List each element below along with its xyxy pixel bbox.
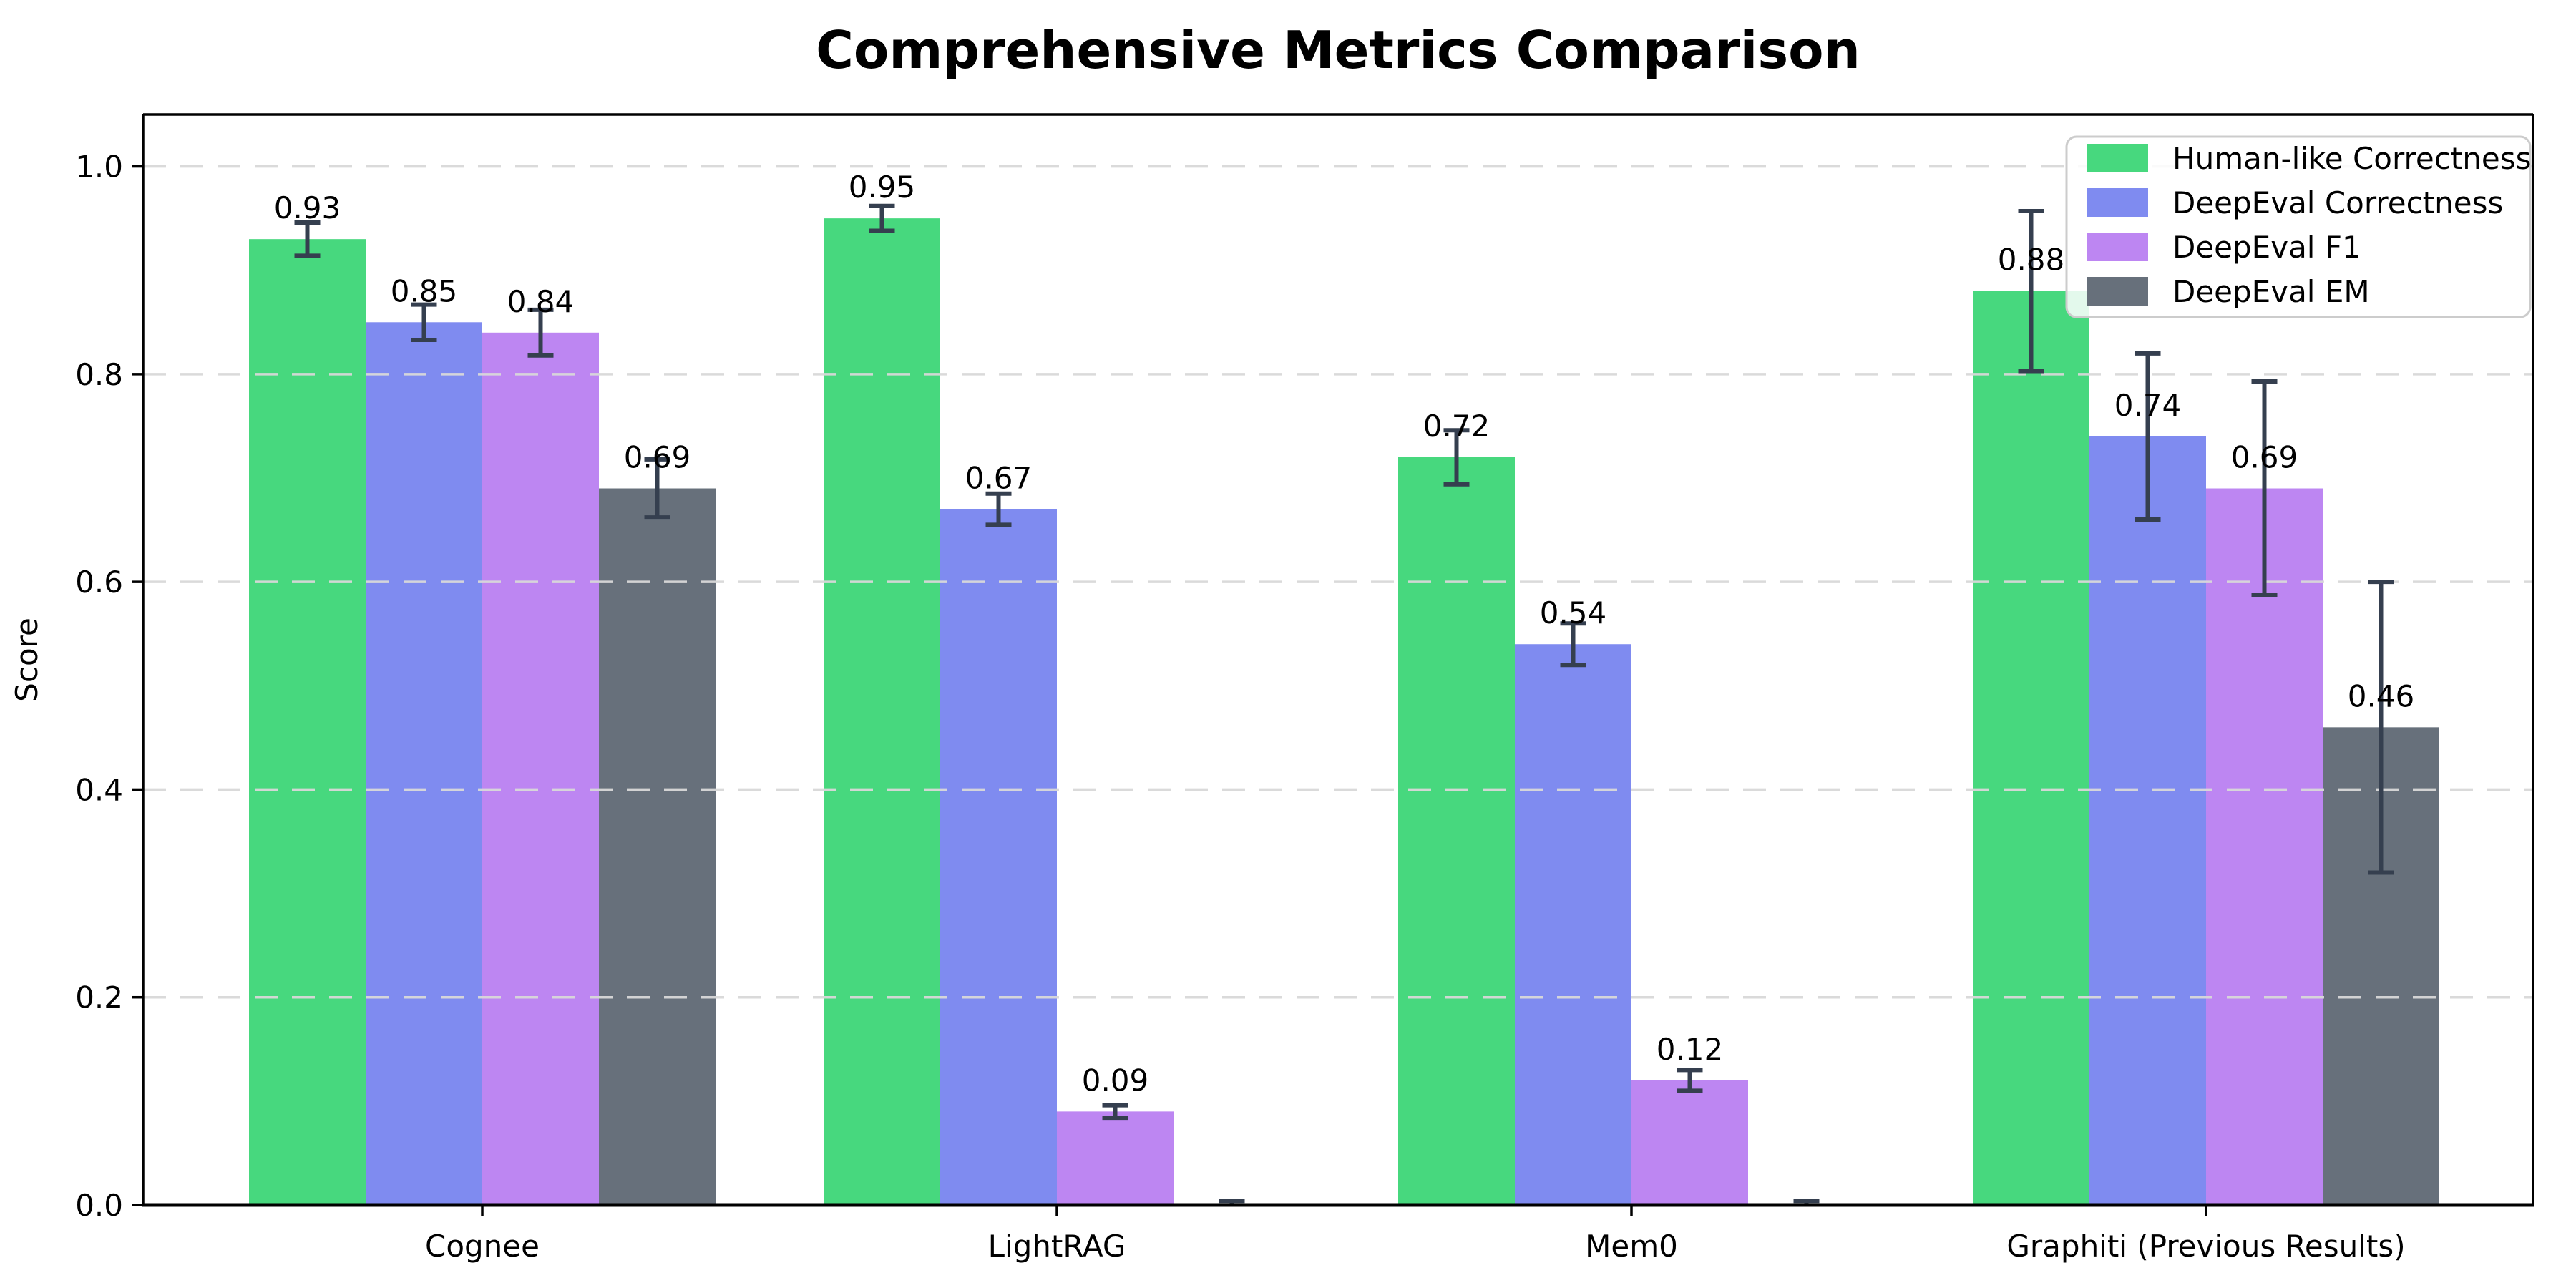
legend-label: DeepEval Correctness [2172, 185, 2503, 220]
bar-cognee-s1 [366, 322, 482, 1206]
bar-graphiti-s0 [1973, 291, 2089, 1205]
bar-value-label: 0.84 [507, 284, 575, 319]
bar-graphiti-s1 [2089, 436, 2206, 1205]
bar-cognee-s3 [599, 488, 716, 1205]
bar-value-label: 0.88 [1998, 243, 2065, 278]
bar-value-label: 0.69 [2231, 439, 2298, 474]
bar-mem0-s2 [1631, 1080, 1748, 1205]
legend-label: Human-like Correctness [2172, 141, 2532, 176]
bar-graphiti-s2 [2206, 488, 2323, 1205]
bar-value-label: 0.95 [849, 170, 916, 205]
bar-lightrag-s0 [824, 218, 940, 1206]
legend-box [2065, 135, 2532, 318]
y-tick-label: 0.4 [75, 772, 123, 807]
legend-swatch [2087, 277, 2148, 306]
chart-title: Comprehensive Metrics Comparison [816, 20, 1860, 80]
bar-value-label: 0.67 [965, 461, 1033, 496]
x-tick-label: Cognee [425, 1229, 540, 1264]
y-tick-label: 0.2 [75, 980, 123, 1015]
bar-value-label: 0.09 [1082, 1063, 1149, 1098]
bar-mem0-s0 [1398, 457, 1515, 1205]
x-tick-label: Graphiti (Previous Results) [2006, 1229, 2405, 1264]
legend-label: DeepEval F1 [2172, 230, 2361, 265]
bar-value-label: 0.69 [624, 439, 691, 474]
bar-value-label: 0.93 [274, 190, 341, 225]
y-tick-label: 0.8 [75, 357, 123, 392]
y-tick-label: 1.0 [75, 150, 123, 185]
bar-lightrag-s2 [1057, 1111, 1174, 1205]
y-tick-label: 0.6 [75, 565, 123, 600]
bar-lightrag-s1 [940, 509, 1057, 1205]
bar-value-label: 0.46 [2348, 678, 2415, 713]
bar-value-label: 0.54 [1540, 595, 1607, 630]
bar-value-label: 0.72 [1423, 409, 1491, 444]
legend-swatch [2087, 188, 2148, 217]
bar-cognee-s2 [482, 332, 599, 1205]
legend-label: DeepEval EM [2172, 274, 2370, 309]
y-axis-label: Score [9, 618, 44, 702]
bar-cognee-s0 [249, 239, 366, 1206]
x-tick-label: LightRAG [988, 1229, 1126, 1264]
bar-value-label: 0.74 [2114, 388, 2182, 423]
bar-mem0-s1 [1515, 644, 1631, 1205]
y-tick-label: 0.0 [75, 1188, 123, 1223]
bar-value-label: 0.12 [1657, 1032, 1724, 1067]
bar-value-label: 0.85 [391, 273, 458, 308]
legend-swatch [2087, 144, 2148, 172]
legend-swatch [2087, 233, 2148, 261]
x-tick-label: Mem0 [1585, 1229, 1678, 1264]
